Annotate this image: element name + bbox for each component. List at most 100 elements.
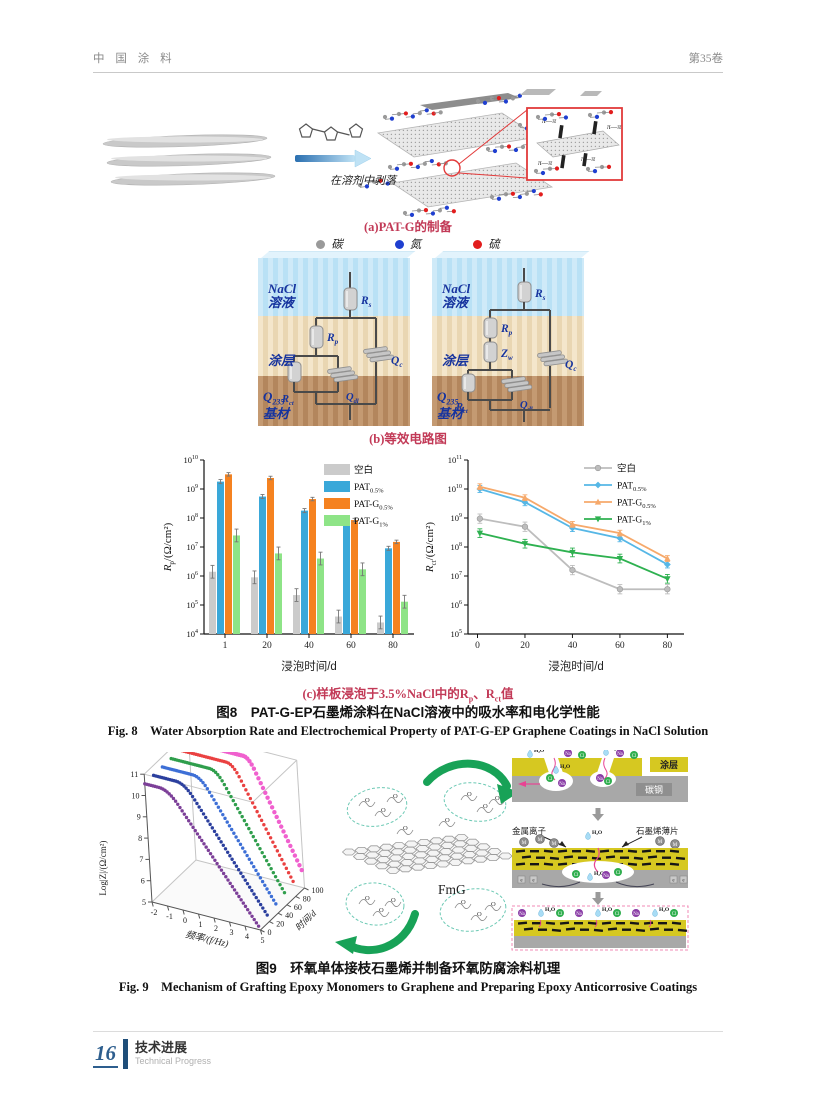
- svg-text:O: O: [445, 817, 450, 824]
- svg-text:Cl: Cl: [616, 871, 621, 876]
- figure9-caption-zh: 图9 环氧单体接枝石墨烯并制备环氧防腐涂料机理: [255, 961, 561, 976]
- svg-text:7: 7: [139, 855, 143, 864]
- svg-text:106: 106: [451, 600, 463, 610]
- svg-text:109: 109: [451, 513, 463, 523]
- coating-layer: [258, 316, 410, 376]
- svg-text:空白: 空白: [617, 463, 636, 475]
- svg-text:O: O: [379, 907, 384, 914]
- svg-text:Qdl: Qdl: [346, 392, 359, 405]
- svg-text:O: O: [491, 901, 496, 908]
- svg-text:H₂O: H₂O: [659, 907, 670, 913]
- svg-text:Rp/(Ω/cm²): Rp/(Ω/cm²): [162, 522, 176, 572]
- svg-text:Rp: Rp: [500, 323, 513, 337]
- svg-text:O: O: [365, 797, 370, 804]
- svg-text:20: 20: [276, 920, 284, 929]
- figure8-caption-zh: 图8 PAT-G-EP石墨烯涂料在NaCl溶液中的吸水率和电化学性能: [216, 705, 600, 720]
- svg-text:O: O: [495, 795, 500, 802]
- svg-text:π—π: π—π: [581, 154, 595, 163]
- svg-text:106: 106: [187, 571, 199, 581]
- svg-text:Na: Na: [597, 777, 603, 782]
- volume-label: 第35卷: [688, 53, 724, 65]
- svg-text:60: 60: [294, 903, 302, 912]
- substrate-layer: [258, 376, 410, 426]
- svg-text:4: 4: [245, 932, 249, 941]
- svg-text:80: 80: [388, 641, 398, 651]
- svg-text:Cl: Cl: [558, 912, 563, 917]
- svg-text:0: 0: [475, 641, 480, 651]
- svg-text:Na: Na: [519, 912, 525, 917]
- svg-text:H₂O: H₂O: [594, 871, 605, 877]
- svg-text:108: 108: [451, 542, 463, 552]
- svg-text:频率/(f/Hz): 频率/(f/Hz): [184, 928, 229, 950]
- svg-text:5: 5: [142, 898, 146, 907]
- svg-text:40: 40: [285, 911, 293, 920]
- svg-text:3: 3: [230, 928, 234, 937]
- svg-text:Rs: Rs: [534, 288, 546, 302]
- svg-text:PAT-G0.5%: PAT-G0.5%: [617, 499, 656, 511]
- atom-label: 硫: [488, 239, 500, 251]
- atom-dot-icon: [316, 239, 326, 249]
- nacl-solution-layer: [432, 258, 584, 316]
- svg-text:Cl: Cl: [615, 912, 620, 917]
- svg-text:1010: 1010: [184, 455, 199, 465]
- journal-name: 中 国 涂 料: [93, 53, 176, 65]
- svg-text:1010: 1010: [448, 484, 463, 494]
- atom-label: 碳: [331, 239, 343, 251]
- svg-text:2: 2: [214, 924, 218, 933]
- coating-label: 涂层: [268, 353, 295, 368]
- svg-text:Rct/(Ω/cm²): Rct/(Ω/cm²): [424, 522, 438, 573]
- svg-text:e: e: [532, 878, 535, 883]
- svg-text:0: 0: [183, 916, 187, 925]
- svg-text:Cl: Cl: [632, 754, 637, 759]
- svg-text:Cl: Cl: [672, 912, 677, 917]
- svg-text:H₂O: H₂O: [560, 764, 571, 770]
- svg-text:Rs: Rs: [360, 295, 372, 309]
- svg-text:H₂O: H₂O: [602, 907, 613, 913]
- svg-text:109: 109: [187, 484, 199, 494]
- svg-text:-2: -2: [151, 908, 158, 917]
- svg-text:石墨烯薄片: 石墨烯薄片: [636, 826, 679, 836]
- footer-rule: [93, 1031, 723, 1032]
- figure8a-caption: (a)PAT-G的制备: [364, 220, 452, 234]
- svg-text:π—π: π—π: [542, 116, 556, 125]
- svg-text:Cl: Cl: [606, 780, 611, 785]
- svg-text:5: 5: [261, 936, 265, 945]
- section-name-zh: 技术进展: [135, 1040, 188, 1056]
- svg-text:O: O: [403, 825, 408, 832]
- svg-text:O: O: [477, 911, 482, 918]
- nacl-solution-layer: [258, 258, 410, 316]
- equivalent-circuit-block-left: Rs Qc Rp Rct Qdl NaCl 溶液 涂层 Q235 基材: [258, 251, 416, 426]
- atom-dot-icon: [473, 239, 483, 249]
- substrate-label: Q235 基材: [437, 389, 464, 422]
- svg-text:M: M: [552, 842, 557, 847]
- svg-text:O: O: [381, 807, 386, 814]
- substrate-label: Q235 基材: [263, 389, 290, 422]
- page-number: 16: [93, 1041, 118, 1068]
- figure8b-caption: (b)等效电路图: [369, 432, 447, 446]
- svg-text:PAT-G1%: PAT-G1%: [617, 516, 651, 528]
- svg-text:e: e: [682, 878, 685, 883]
- svg-text:20: 20: [262, 641, 272, 651]
- figure8-caption-en: Fig. 8 Water Absorption Rate and Electro…: [107, 724, 709, 738]
- rct-line-chart: 105 106 107 108 109 1010 1011 0 20 40 60 80 空白 PAT0.5…: [424, 455, 684, 673]
- svg-text:9: 9: [137, 813, 141, 822]
- atom-dot-icon: [394, 239, 404, 249]
- svg-text:Cl: Cl: [574, 873, 579, 878]
- svg-text:40: 40: [568, 641, 578, 651]
- svg-text:Na: Na: [617, 752, 623, 757]
- svg-text:浸泡时间/d: 浸泡时间/d: [281, 659, 337, 673]
- svg-text:Cl: Cl: [580, 754, 585, 759]
- svg-text:80: 80: [303, 894, 311, 903]
- svg-text:20: 20: [520, 641, 530, 651]
- svg-text:H₂O: H₂O: [592, 830, 603, 836]
- svg-text:O: O: [391, 897, 396, 904]
- svg-text:1: 1: [223, 641, 228, 651]
- svg-text:Qc: Qc: [565, 359, 577, 373]
- svg-text:104: 104: [187, 629, 199, 639]
- rp-bar-chart: 104 105 106 107 108 109 1010 1 20 40 60 80 空白 PAT0.5%…: [162, 455, 414, 673]
- svg-text:11: 11: [130, 770, 138, 779]
- svg-text:Cl: Cl: [548, 777, 553, 782]
- svg-text:PAT-G0.5%: PAT-G0.5%: [354, 500, 393, 512]
